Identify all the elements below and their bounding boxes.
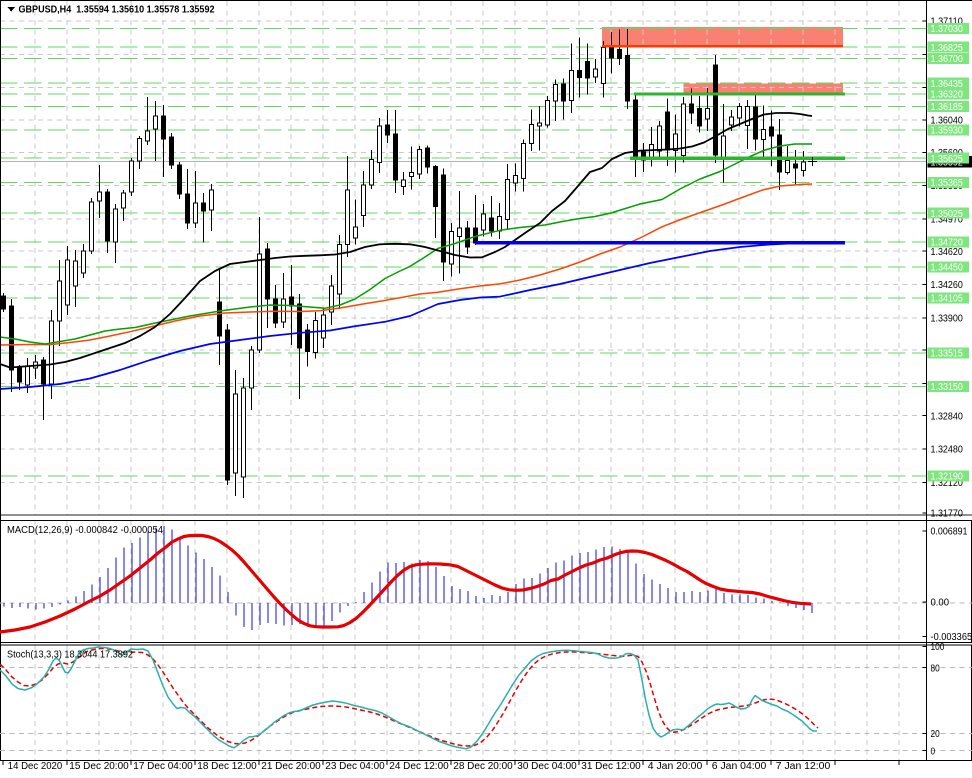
svg-text:23 Dec 04:00: 23 Dec 04:00 [325, 761, 385, 772]
svg-text:17 Dec 04:00: 17 Dec 04:00 [133, 761, 193, 772]
svg-text:1.34105: 1.34105 [931, 294, 964, 305]
svg-text:1.34970: 1.34970 [931, 215, 964, 226]
svg-text:1.36435: 1.36435 [931, 79, 964, 90]
svg-text:1.35025: 1.35025 [931, 209, 964, 220]
svg-text:1.36185: 1.36185 [931, 102, 964, 113]
svg-text:1.35365: 1.35365 [931, 178, 964, 189]
svg-text:15 Dec 20:00: 15 Dec 20:00 [69, 761, 129, 772]
svg-text:1.37110: 1.37110 [931, 17, 964, 28]
svg-text:-0.003365: -0.003365 [931, 632, 972, 643]
svg-text:7 Jan 12:00: 7 Jan 12:00 [776, 761, 831, 772]
svg-text:GBPUSD,H4 1.35594 1.35610 1.3: GBPUSD,H4 1.35594 1.35610 1.35578 1.3559… [19, 4, 215, 16]
svg-text:4 Jan 20:00: 4 Jan 20:00 [648, 761, 703, 772]
svg-text:1.33515: 1.33515 [931, 348, 964, 359]
svg-text:1.34260: 1.34260 [931, 280, 964, 291]
svg-text:30 Dec 04:00: 30 Dec 04:00 [517, 761, 577, 772]
svg-text:1.37030: 1.37030 [931, 24, 964, 35]
svg-text:1.36700: 1.36700 [931, 54, 964, 65]
svg-text:1.34720: 1.34720 [931, 238, 964, 249]
svg-text:1.32120: 1.32120 [931, 478, 964, 489]
svg-text:1.35930: 1.35930 [931, 125, 964, 136]
svg-text:24 Dec 12:00: 24 Dec 12:00 [389, 761, 449, 772]
svg-text:1.34620: 1.34620 [931, 247, 964, 258]
svg-text:1.32480: 1.32480 [931, 445, 964, 456]
svg-text:21 Dec 20:00: 21 Dec 20:00 [261, 761, 321, 772]
svg-text:14 Dec 2020: 14 Dec 2020 [8, 761, 63, 772]
svg-text:1.34450: 1.34450 [931, 262, 964, 273]
svg-text:1.31770: 1.31770 [931, 509, 964, 520]
svg-text:0: 0 [931, 747, 936, 758]
svg-text:100: 100 [931, 642, 945, 653]
svg-text:Stoch(13,3,3) 18.3044 17.3892: Stoch(13,3,3) 18.3044 17.3892 [7, 649, 133, 661]
svg-text:0.00: 0.00 [931, 598, 950, 609]
svg-text:1.33150: 1.33150 [931, 382, 964, 393]
svg-text:1.32840: 1.32840 [931, 411, 964, 422]
svg-text:1.32190: 1.32190 [931, 471, 964, 482]
svg-text:28 Dec 20:00: 28 Dec 20:00 [453, 761, 513, 772]
svg-text:0.006891: 0.006891 [931, 527, 968, 538]
svg-text:1.36825: 1.36825 [931, 43, 964, 54]
svg-text:1.36320: 1.36320 [931, 90, 964, 101]
svg-text:1.33900: 1.33900 [931, 313, 964, 324]
svg-text:20: 20 [931, 729, 941, 740]
svg-text:1.36040: 1.36040 [931, 116, 964, 127]
svg-text:MACD(12,26,9) -0.000842 -0.000: MACD(12,26,9) -0.000842 -0.000054 [7, 524, 163, 536]
svg-text:31 Dec 12:00: 31 Dec 12:00 [581, 761, 641, 772]
svg-text:18 Dec 12:00: 18 Dec 12:00 [197, 761, 257, 772]
svg-text:6 Jan 04:00: 6 Jan 04:00 [712, 761, 767, 772]
svg-text:80: 80 [931, 663, 941, 674]
svg-text:1.35625: 1.35625 [931, 154, 964, 165]
